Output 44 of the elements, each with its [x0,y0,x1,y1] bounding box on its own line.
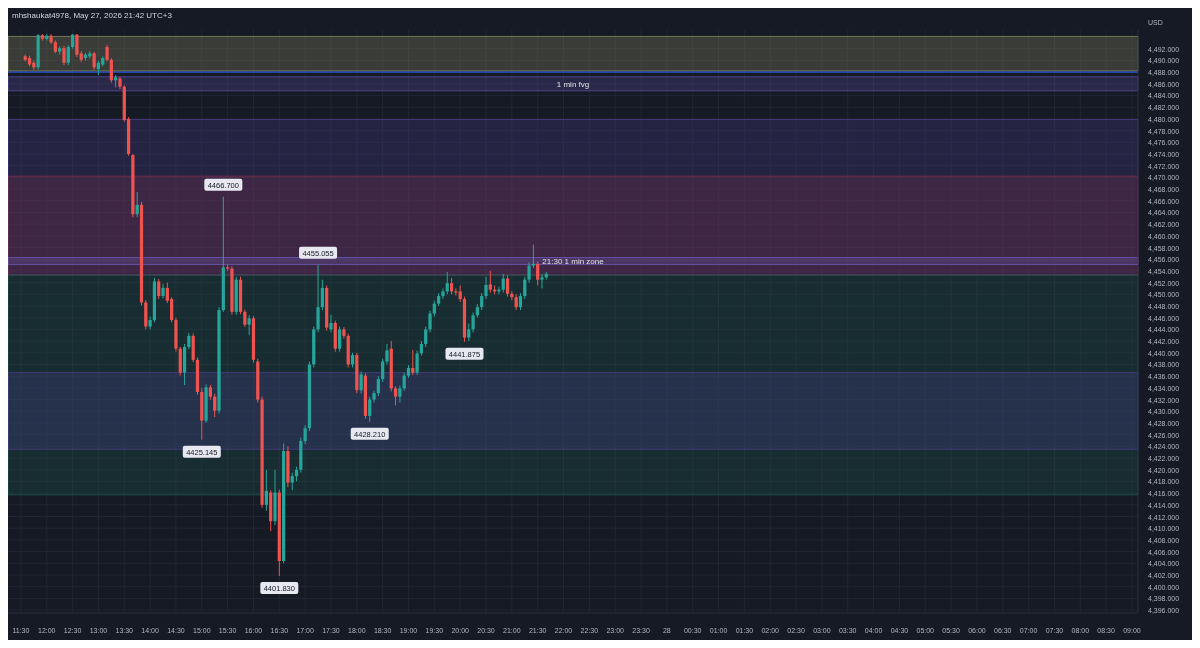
candlestick [191,332,195,363]
candlestick [337,325,342,353]
candlestick [531,244,535,269]
candlestick [92,51,96,71]
candlestick [264,469,268,512]
candlestick [178,346,182,377]
candlestick [415,349,419,376]
candlestick [144,299,148,330]
candlestick [536,261,540,287]
band-label: 21:30 1 min zone [542,256,605,266]
candlestick [157,278,161,300]
candlestick [484,276,488,300]
candlestick [454,287,458,296]
candlestick [488,270,492,294]
candlestick [376,375,380,397]
candlestick [411,349,415,376]
candlestick [471,311,475,333]
candlestick [441,287,445,300]
candlestick [501,273,505,294]
chart-title: mhshaukat4978, May 27, 2026 21:42 UTC+3 [12,11,173,20]
candlestick [385,343,389,365]
candlestick [316,264,320,333]
candlestick [66,44,70,66]
candlestick [527,261,531,284]
band-label: 1 min fvg [556,79,590,89]
candlestick [505,275,510,298]
candlestick [247,314,251,336]
candlestick [393,385,398,406]
candlestick [329,314,333,333]
candlestick [75,33,79,58]
candlestick [303,424,307,445]
candlestick [320,279,324,311]
candlestick [428,310,432,333]
candlestick [523,276,527,300]
candlestick [148,316,152,330]
candlestick [445,271,449,295]
candlestick [424,325,428,348]
candlestick [62,45,66,66]
candlestick [368,396,372,423]
candlestick [540,273,544,289]
candlestick [359,371,363,395]
candlestick [109,57,113,84]
candlestick [135,191,139,218]
candlestick [213,393,217,418]
